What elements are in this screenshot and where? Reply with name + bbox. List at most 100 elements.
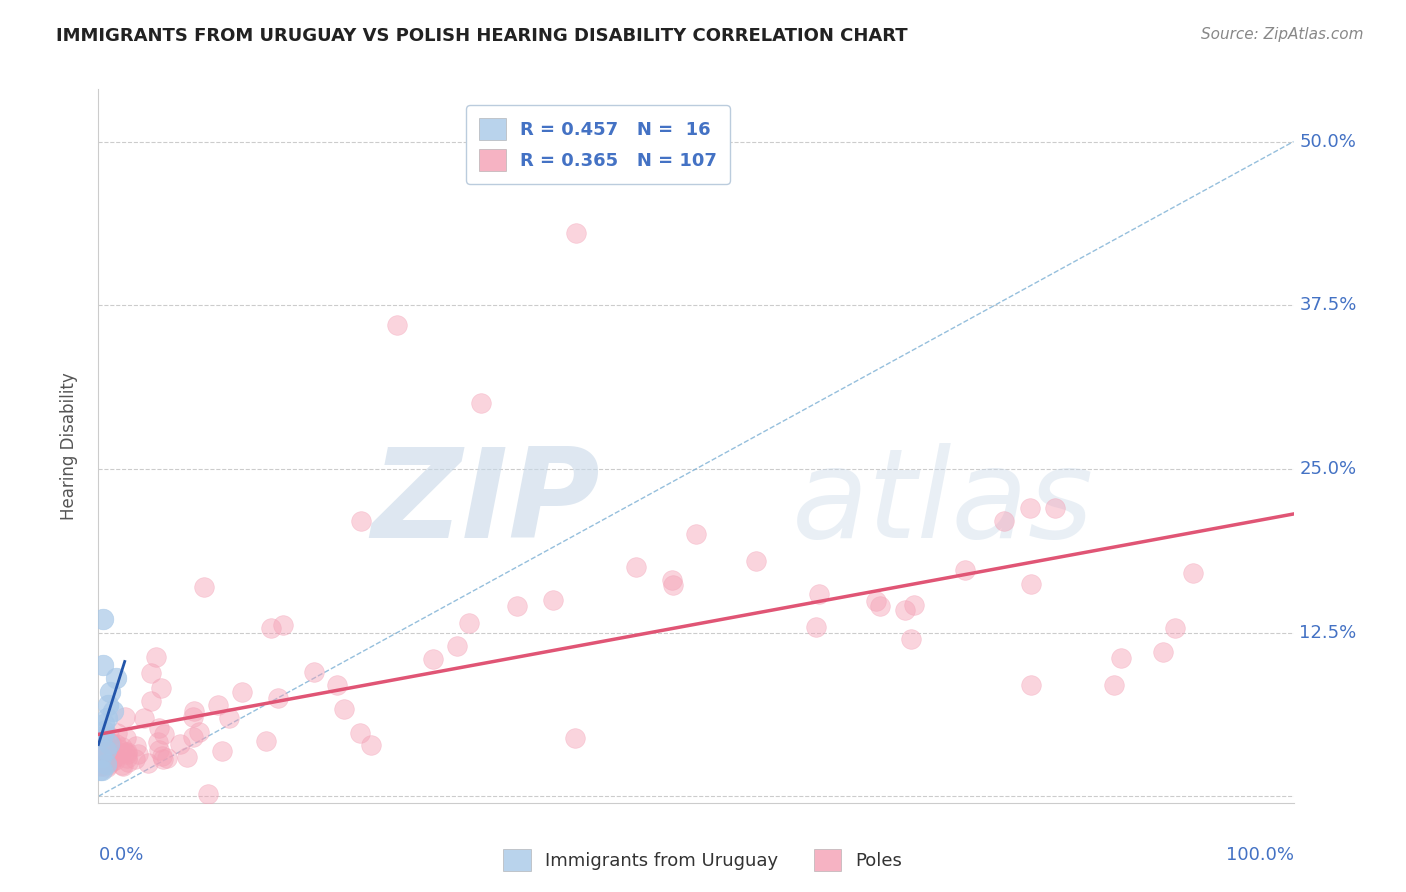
- Legend: R = 0.457   N =  16, R = 0.365   N = 107: R = 0.457 N = 16, R = 0.365 N = 107: [465, 105, 730, 184]
- Point: [127, 747, 149, 762]
- Point: [91, 750, 114, 764]
- Point: [1164, 621, 1187, 635]
- Point: [96, 747, 118, 761]
- Text: atlas: atlas: [792, 442, 1094, 564]
- Point: [93, 717, 115, 731]
- Point: [350, 514, 373, 528]
- Point: [115, 747, 138, 761]
- Point: [993, 514, 1015, 528]
- Point: [145, 649, 167, 664]
- Point: [91, 658, 114, 673]
- Text: 37.5%: 37.5%: [1299, 296, 1357, 314]
- Point: [105, 738, 128, 752]
- Point: [97, 758, 120, 772]
- Point: [100, 755, 122, 769]
- Point: [457, 615, 479, 630]
- Point: [104, 749, 127, 764]
- Point: [506, 599, 529, 614]
- Point: [114, 710, 136, 724]
- Point: [94, 743, 117, 757]
- Legend: Immigrants from Uruguay, Poles: Immigrants from Uruguay, Poles: [496, 842, 910, 879]
- Point: [111, 739, 134, 754]
- Point: [955, 563, 977, 577]
- Point: [470, 396, 492, 410]
- Point: [89, 738, 111, 752]
- Point: [104, 754, 127, 768]
- Point: [385, 318, 409, 332]
- Text: IMMIGRANTS FROM URUGUAY VS POLISH HEARING DISABILITY CORRELATION CHART: IMMIGRANTS FROM URUGUAY VS POLISH HEARIN…: [56, 27, 908, 45]
- Point: [1152, 645, 1174, 659]
- Point: [1111, 651, 1133, 665]
- Point: [98, 737, 121, 751]
- Point: [89, 739, 111, 753]
- Point: [91, 763, 114, 777]
- Point: [115, 750, 138, 764]
- Point: [115, 731, 138, 745]
- Point: [564, 731, 586, 745]
- Point: [1019, 678, 1042, 692]
- Point: [89, 763, 111, 777]
- Point: [96, 711, 118, 725]
- Point: [267, 691, 290, 706]
- Point: [101, 704, 124, 718]
- Point: [685, 527, 707, 541]
- Y-axis label: Hearing Disability: Hearing Disability: [59, 372, 77, 520]
- Point: [150, 681, 173, 696]
- Point: [111, 757, 134, 772]
- Point: [132, 711, 155, 725]
- Point: [626, 560, 648, 574]
- Point: [903, 598, 925, 612]
- Point: [254, 734, 277, 748]
- Point: [148, 721, 170, 735]
- Point: [136, 756, 159, 771]
- Point: [93, 723, 115, 738]
- Point: [89, 757, 111, 772]
- Point: [91, 759, 114, 773]
- Point: [96, 754, 118, 768]
- Point: [333, 701, 356, 715]
- Point: [446, 639, 468, 653]
- Point: [91, 612, 114, 626]
- Point: [360, 738, 382, 752]
- Point: [97, 751, 120, 765]
- Point: [98, 729, 121, 743]
- Point: [183, 704, 205, 718]
- Point: [117, 755, 139, 769]
- Point: [91, 731, 114, 745]
- Point: [187, 724, 209, 739]
- Point: [117, 745, 139, 759]
- Text: 0.0%: 0.0%: [98, 846, 143, 863]
- Point: [90, 756, 112, 770]
- Point: [98, 684, 122, 698]
- Point: [260, 621, 283, 635]
- Text: Source: ZipAtlas.com: Source: ZipAtlas.com: [1201, 27, 1364, 42]
- Point: [93, 739, 115, 754]
- Point: [114, 745, 136, 759]
- Point: [124, 752, 146, 766]
- Point: [176, 749, 198, 764]
- Point: [197, 787, 219, 801]
- Point: [1181, 566, 1204, 580]
- Point: [422, 652, 444, 666]
- Point: [869, 599, 891, 613]
- Point: [1019, 501, 1042, 516]
- Point: [107, 726, 129, 740]
- Point: [207, 698, 229, 712]
- Point: [89, 732, 111, 747]
- Point: [302, 665, 325, 679]
- Point: [541, 592, 564, 607]
- Point: [193, 580, 215, 594]
- Text: 100.0%: 100.0%: [1226, 846, 1294, 863]
- Point: [181, 710, 204, 724]
- Point: [110, 746, 132, 760]
- Point: [90, 758, 112, 772]
- Point: [107, 741, 129, 756]
- Text: 25.0%: 25.0%: [1299, 460, 1357, 478]
- Point: [141, 665, 163, 680]
- Point: [1019, 577, 1042, 591]
- Point: [169, 737, 191, 751]
- Point: [1104, 678, 1126, 692]
- Point: [894, 603, 917, 617]
- Point: [152, 727, 174, 741]
- Point: [231, 684, 253, 698]
